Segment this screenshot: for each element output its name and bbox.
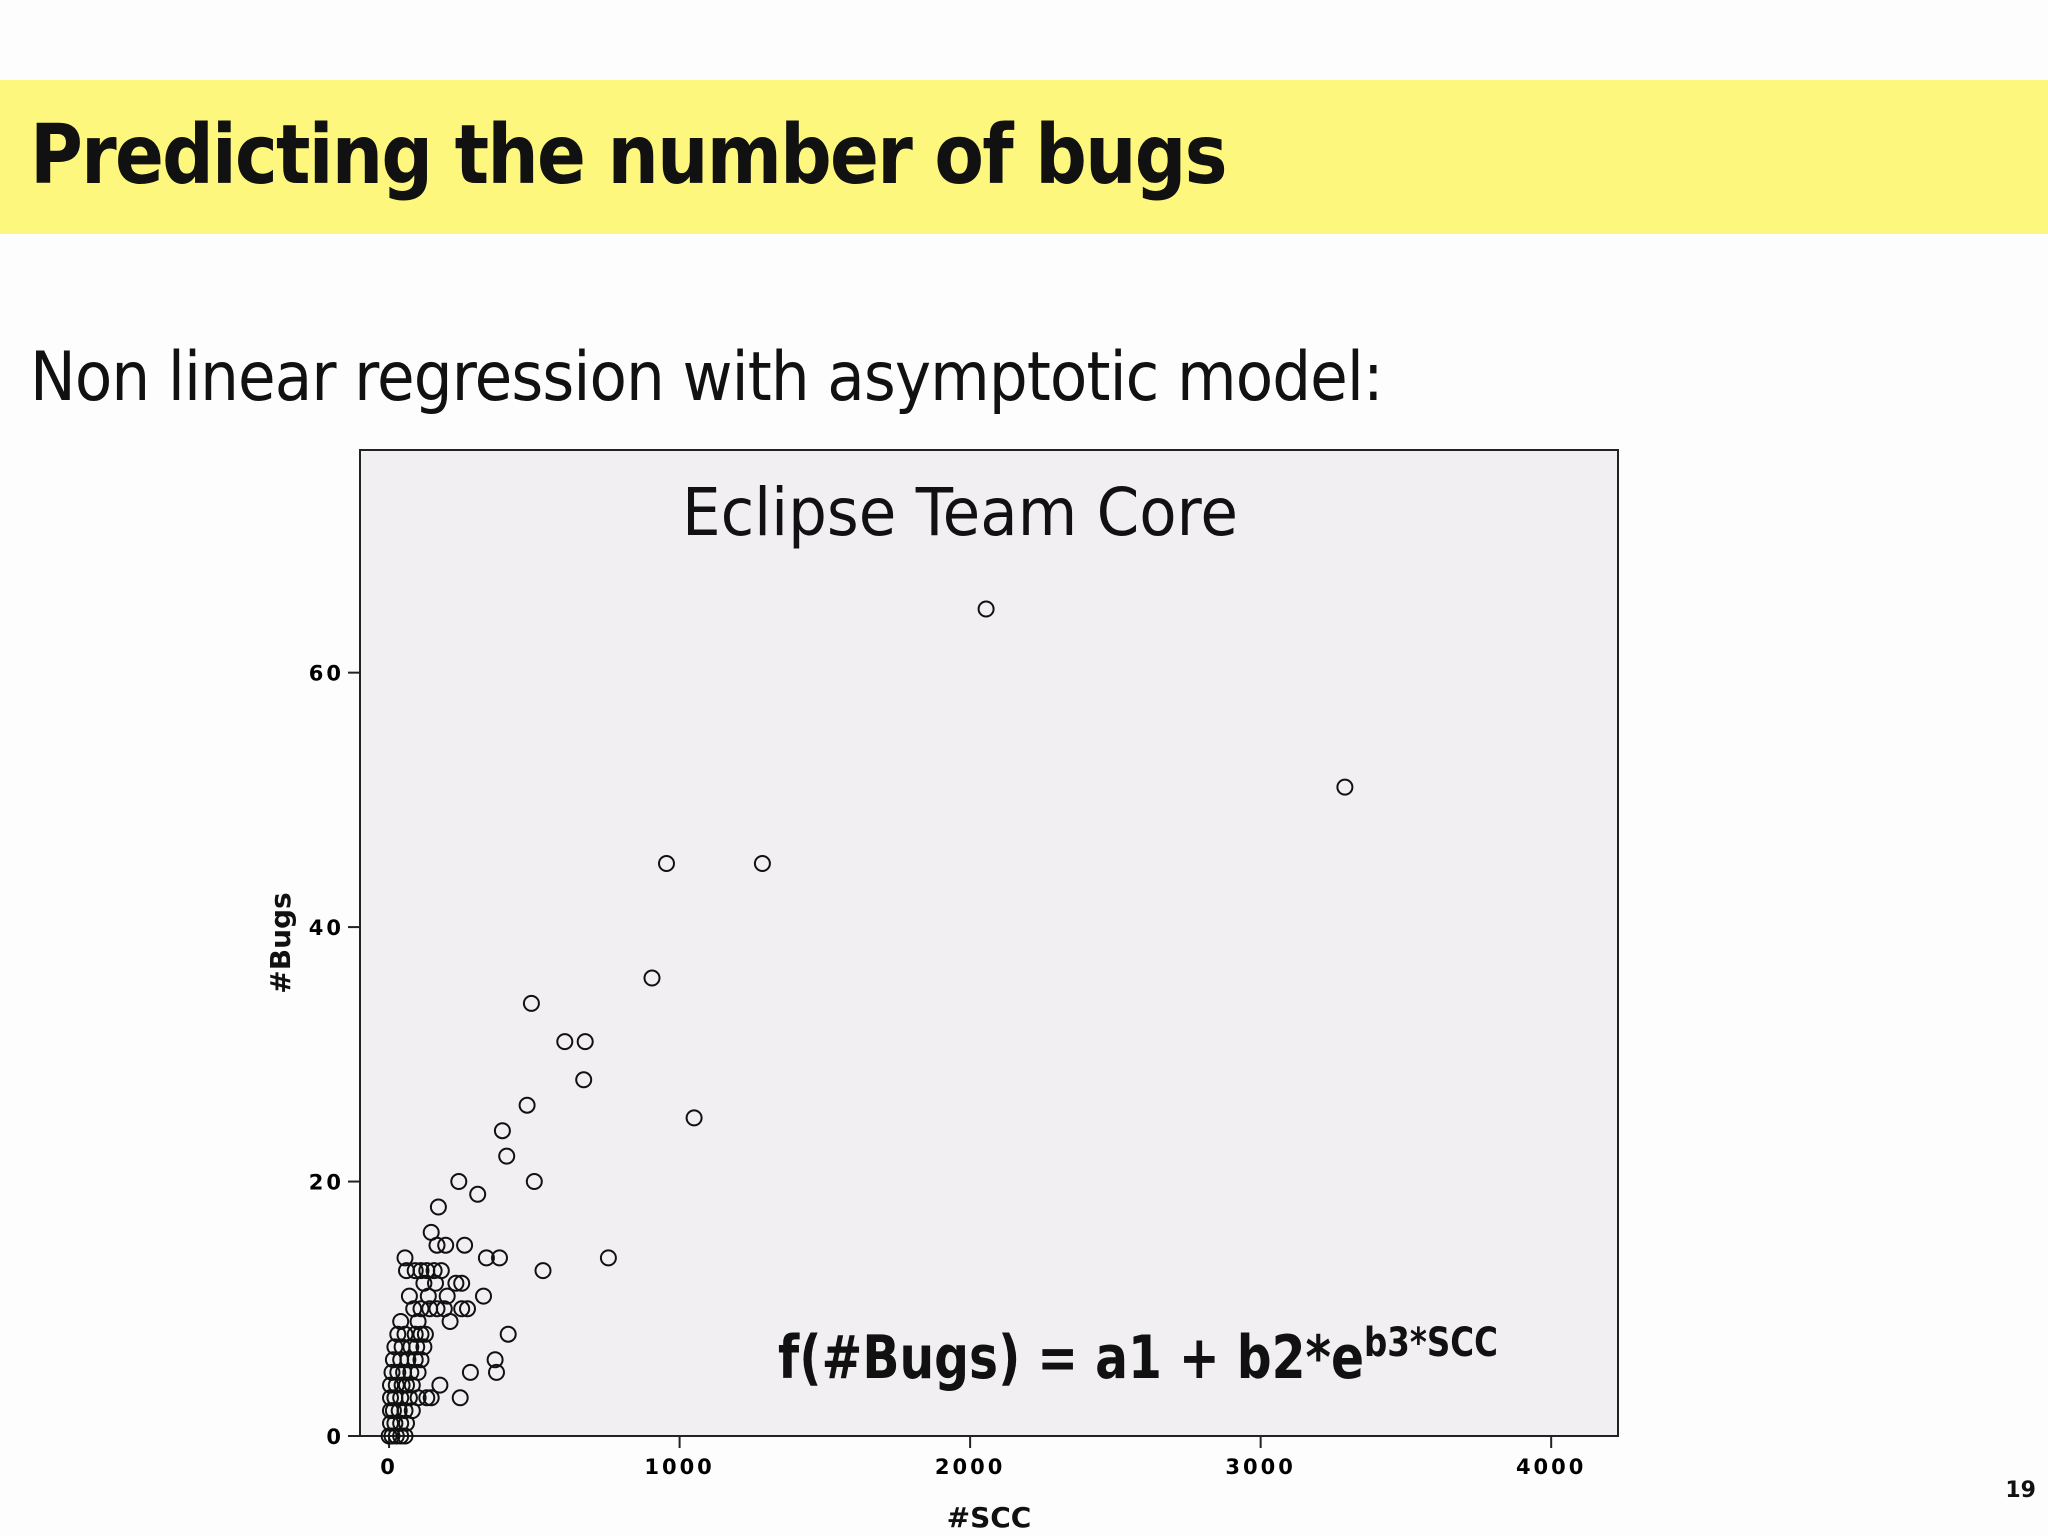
data-point bbox=[393, 1376, 411, 1394]
data-point bbox=[406, 1262, 424, 1280]
data-point bbox=[396, 1427, 414, 1445]
formula-exponent: b3*SCC bbox=[1364, 1320, 1498, 1366]
data-point bbox=[416, 1325, 434, 1343]
y-tick-label: 40 bbox=[309, 916, 344, 940]
data-point bbox=[429, 1198, 447, 1216]
data-point bbox=[441, 1313, 459, 1330]
data-point bbox=[518, 1096, 536, 1114]
data-point bbox=[477, 1249, 495, 1267]
data-points bbox=[380, 600, 1354, 1445]
data-point bbox=[499, 1325, 517, 1343]
data-point bbox=[522, 994, 540, 1012]
data-point bbox=[456, 1236, 474, 1254]
data-point bbox=[599, 1249, 617, 1267]
data-point bbox=[447, 1274, 465, 1292]
data-point bbox=[384, 1402, 402, 1420]
data-point bbox=[412, 1262, 430, 1280]
data-point bbox=[575, 1071, 593, 1089]
x-tick-label: 2000 bbox=[935, 1455, 1005, 1479]
data-point bbox=[451, 1389, 469, 1407]
data-point bbox=[491, 1249, 508, 1267]
data-point bbox=[475, 1287, 492, 1305]
plot-area bbox=[359, 449, 1619, 1437]
data-point bbox=[493, 1122, 511, 1140]
data-point bbox=[486, 1351, 504, 1369]
data-point bbox=[438, 1287, 456, 1305]
data-point bbox=[412, 1351, 430, 1369]
x-tick-label: 0 bbox=[380, 1455, 398, 1479]
data-point bbox=[1336, 778, 1354, 796]
data-point bbox=[425, 1262, 443, 1280]
data-point bbox=[643, 969, 661, 987]
data-point bbox=[556, 1033, 574, 1051]
slide-subtitle: Non linear regression with asymptotic mo… bbox=[30, 338, 1384, 417]
data-point bbox=[415, 1338, 433, 1356]
data-point bbox=[534, 1262, 552, 1280]
data-point bbox=[428, 1236, 446, 1254]
y-tick-label: 60 bbox=[309, 662, 344, 686]
title-bar bbox=[0, 80, 2048, 234]
data-point bbox=[419, 1287, 437, 1305]
data-point bbox=[387, 1427, 405, 1445]
data-point bbox=[469, 1185, 487, 1203]
data-point bbox=[383, 1427, 401, 1445]
data-point bbox=[392, 1427, 410, 1445]
formula: f(#Bugs) = a1 + b2*eb3*SCC bbox=[778, 1320, 1498, 1393]
y-tick-label: 0 bbox=[326, 1425, 344, 1449]
data-point bbox=[459, 1300, 476, 1318]
slide-title: Predicting the number of bugs bbox=[30, 108, 1228, 203]
data-point bbox=[450, 1173, 468, 1190]
page-number: 19 bbox=[2005, 1478, 2036, 1503]
x-tick-label: 1000 bbox=[644, 1455, 714, 1479]
data-point bbox=[488, 1363, 505, 1381]
data-point bbox=[977, 600, 995, 618]
data-point bbox=[437, 1236, 455, 1254]
y-tick-label: 20 bbox=[309, 1171, 344, 1195]
y-axis: 0 20 40 60 bbox=[309, 662, 360, 1449]
data-point bbox=[658, 855, 675, 872]
data-point bbox=[453, 1300, 471, 1318]
data-point bbox=[382, 1389, 399, 1407]
x-tick-label: 4000 bbox=[1516, 1455, 1586, 1479]
data-point bbox=[418, 1389, 436, 1407]
data-point bbox=[428, 1300, 446, 1318]
data-point bbox=[427, 1274, 444, 1292]
y-axis-label: #Bugs bbox=[264, 892, 297, 993]
data-point bbox=[576, 1033, 594, 1051]
x-tick-label: 3000 bbox=[1225, 1455, 1295, 1479]
data-point bbox=[396, 1249, 414, 1267]
data-point bbox=[422, 1389, 440, 1407]
data-point bbox=[753, 855, 771, 872]
data-point bbox=[461, 1363, 479, 1381]
data-point bbox=[685, 1109, 703, 1127]
formula-base: f(#Bugs) = a1 + b2*e bbox=[778, 1323, 1364, 1393]
data-point bbox=[453, 1274, 471, 1292]
x-axis: 0 1000 2000 3000 4000 bbox=[380, 1436, 1586, 1479]
chart-title: Eclipse Team Core bbox=[682, 474, 1238, 551]
data-point bbox=[431, 1376, 449, 1394]
x-axis-label: #SCC bbox=[947, 1501, 1032, 1534]
data-point bbox=[498, 1147, 516, 1165]
data-point bbox=[525, 1173, 543, 1190]
data-point bbox=[409, 1313, 427, 1330]
